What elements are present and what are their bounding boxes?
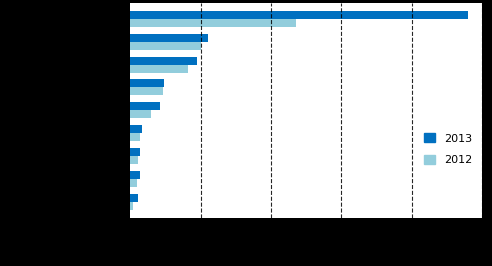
Bar (130, 148, 140, 156)
Bar (130, 80, 164, 88)
Bar (130, 34, 208, 41)
Bar (130, 171, 140, 179)
Bar (130, 102, 160, 110)
Bar (130, 156, 138, 164)
Bar (130, 65, 188, 73)
Bar (130, 41, 201, 50)
Bar (130, 133, 140, 141)
Bar (130, 19, 296, 27)
Legend: 2013, 2012: 2013, 2012 (420, 129, 477, 170)
Bar (130, 57, 197, 65)
Bar (130, 194, 138, 202)
Bar (130, 179, 137, 187)
Bar (130, 11, 468, 19)
Bar (130, 88, 163, 95)
Bar (130, 125, 142, 133)
Bar (130, 202, 133, 210)
Bar (130, 110, 152, 118)
